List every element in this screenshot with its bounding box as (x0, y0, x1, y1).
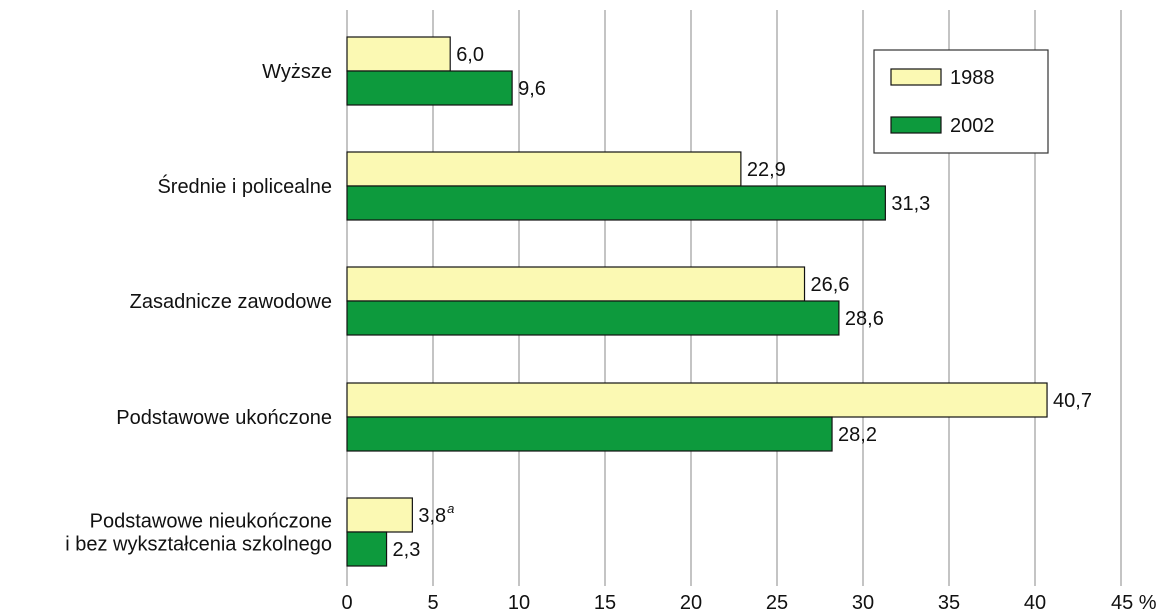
x-tick-label: 0 (341, 592, 352, 614)
value-label: 28,6 (845, 308, 884, 330)
bar-1988 (346, 266, 806, 302)
bar-1988 (346, 151, 742, 187)
bar-2002 (346, 70, 513, 106)
legend-swatch-2002 (890, 116, 942, 134)
bar-1988 (346, 497, 413, 533)
category-label: Podstawowe nieukończone (90, 511, 332, 533)
legend: 1988 2002 (873, 49, 1049, 154)
value-label: 2,3 (393, 539, 421, 561)
value-label: 28,2 (838, 424, 877, 446)
legend-label-1988: 1988 (950, 67, 995, 89)
bar-2002 (346, 531, 388, 567)
x-axis-tick-labels: 0 5 10 15 20 25 30 35 40 45 % (341, 592, 1156, 614)
category-labels: Wyższe Średnie i policealne Zasadnicze zaw… (65, 61, 332, 556)
category-label: i bez wykształcenia szkolnego (65, 534, 332, 556)
x-tick-label: 40 (1024, 592, 1046, 614)
bar-1988 (346, 36, 451, 72)
category-label: Wyższe (262, 61, 332, 83)
bar-1988 (346, 382, 1048, 418)
x-tick-label: 45 % (1111, 592, 1157, 614)
x-tick-label: 35 (938, 592, 960, 614)
category-label: Podstawowe ukończone (116, 407, 332, 429)
legend-box (873, 49, 1049, 154)
value-labels: 6,0 9,6 22,9 31,3 26,6 28,6 40,7 28,2 3,8a 2,3 (393, 44, 1092, 561)
bar-2002 (346, 185, 886, 221)
x-tick-label: 15 (594, 592, 616, 614)
bar-2002 (346, 300, 840, 336)
x-tick-label: 20 (680, 592, 702, 614)
value-label: 26,6 (811, 274, 850, 296)
x-tick-label: 10 (508, 592, 530, 614)
value-label: 40,7 (1053, 390, 1092, 412)
x-tick-label: 30 (852, 592, 874, 614)
value-label: 6,0 (456, 44, 484, 66)
value-label: 22,9 (747, 159, 786, 181)
x-tick-label: 5 (427, 592, 438, 614)
value-label: 9,6 (518, 78, 546, 100)
legend-label-2002: 2002 (950, 115, 995, 137)
bar-2002 (346, 416, 833, 452)
legend-swatch-1988 (890, 68, 942, 86)
category-label: Średnie i policealne (157, 174, 332, 198)
bars (346, 36, 1048, 567)
x-tick-label: 25 (766, 592, 788, 614)
value-label: 3,8a (418, 501, 454, 527)
category-label: Zasadnicze zawodowe (130, 291, 332, 313)
value-label: 31,3 (891, 193, 930, 215)
